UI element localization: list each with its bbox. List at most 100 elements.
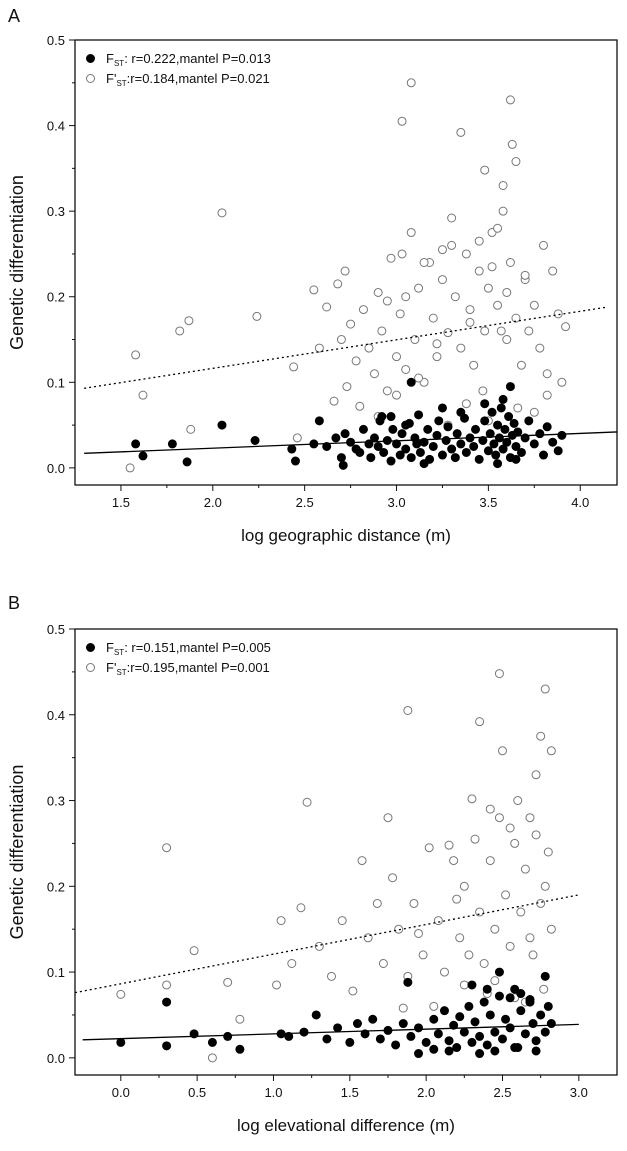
fprime-st-point: [520, 270, 530, 280]
fprime-st-point: [401, 292, 411, 302]
fprime-st-point: [513, 403, 523, 413]
fprime-st-point: [186, 424, 196, 434]
fprime-st-point: [414, 373, 424, 383]
fprime-st-point: [450, 292, 460, 302]
fst-point: [401, 444, 411, 454]
fprime-st-point: [309, 285, 319, 295]
fprime-st-point: [511, 157, 521, 167]
fprime-st-point: [406, 228, 416, 238]
fprime-st-point: [326, 971, 336, 981]
plot-frame: [74, 39, 618, 486]
fst-point: [338, 460, 348, 470]
fprime-st-point: [351, 356, 361, 366]
fst-point: [368, 1014, 378, 1024]
fprime-st-point: [467, 794, 477, 804]
fst-point: [456, 407, 466, 417]
fprime-st-point: [539, 240, 549, 250]
fst-point: [505, 382, 515, 392]
y-tick-label: 0.5: [47, 622, 65, 637]
fst-point: [479, 997, 489, 1007]
fprime-st-point: [520, 864, 530, 874]
fprime-st-point: [348, 986, 358, 996]
fprime-st-point: [184, 316, 194, 326]
fprime-st-trend-line: [84, 306, 608, 389]
fst-point: [377, 412, 387, 422]
fprime-st-point: [470, 834, 480, 844]
fst-point: [162, 1041, 172, 1051]
fst-point: [452, 429, 462, 439]
fst-point: [391, 1040, 401, 1050]
fst-point: [553, 446, 563, 456]
panel-letter-b: B: [8, 593, 21, 613]
fst-trend-line: [84, 431, 618, 454]
legend-fprime-prefix: F': [106, 71, 117, 86]
fst-point: [531, 1046, 541, 1056]
fprime-st-point: [447, 240, 457, 250]
fst-point: [456, 439, 466, 449]
fst-point: [355, 447, 365, 457]
fst-point: [412, 439, 422, 449]
fst-point: [540, 1027, 550, 1037]
fst-point: [406, 453, 416, 463]
fprime-st-point: [525, 813, 535, 823]
legend-fprime-text: :r=0.195,mantel P=0.001: [126, 660, 270, 675]
fprime-st-point: [322, 302, 332, 312]
fst-point: [461, 447, 471, 457]
fst-point: [487, 407, 497, 417]
fprime-st-point: [540, 881, 550, 891]
y-tick-label: 0.2: [47, 290, 65, 305]
fprime-st-point: [510, 838, 520, 848]
x-tick-label: 3.0: [387, 495, 405, 510]
fst-point: [494, 433, 504, 443]
fst-point: [421, 1037, 431, 1047]
fprime-st-point: [287, 959, 297, 968]
y-axis-label: Genetic differentiation: [7, 765, 27, 940]
fst-point: [501, 1014, 511, 1024]
fst-point: [345, 1037, 355, 1047]
fprime-st-point: [433, 916, 443, 926]
fprime-st-point: [437, 275, 447, 285]
fprime-st-point: [496, 326, 506, 336]
fst-point: [505, 993, 515, 1003]
fst-point: [543, 1001, 553, 1011]
fst-point: [437, 403, 447, 413]
fprime-st-point: [386, 253, 396, 263]
fprime-st-point: [378, 959, 388, 968]
fprime-st-point: [465, 317, 475, 327]
fprime-st-point: [175, 326, 185, 336]
fst-point: [470, 1017, 480, 1027]
fprime-st-point: [455, 933, 465, 943]
fst-point: [437, 450, 447, 460]
fprime-st-point: [383, 813, 393, 823]
fst-point: [428, 441, 438, 451]
fprime-st-point: [346, 319, 356, 329]
fprime-st-point: [443, 328, 453, 338]
fprime-st-point: [432, 352, 442, 362]
fst-point: [443, 422, 453, 432]
x-tick-label: 4.0: [571, 495, 589, 510]
fst-point: [375, 1034, 385, 1044]
fprime-st-point: [235, 1014, 245, 1024]
fprime-st-point: [369, 369, 379, 379]
fst-point: [535, 429, 545, 439]
fprime-st-point: [401, 364, 411, 374]
fprime-st-point: [459, 881, 469, 891]
fst-point: [548, 437, 558, 447]
fprime-st-point: [498, 180, 508, 190]
fst-point: [510, 984, 520, 994]
fprime-st-point: [418, 950, 428, 960]
fprime-st-point: [548, 266, 558, 276]
fprime-st-point: [479, 959, 489, 968]
fprime-st-point: [314, 343, 324, 353]
x-tick-label: 1.5: [341, 1085, 359, 1100]
fprime-st-point: [395, 309, 405, 319]
fst-point: [284, 1031, 294, 1041]
y-axis-label: Genetic differentiation: [7, 175, 27, 350]
fst-point: [471, 424, 481, 434]
legend-fprime-prefix: F': [106, 660, 117, 675]
fprime-st-point: [505, 823, 515, 833]
x-tick-label: 2.0: [204, 495, 222, 510]
fst-point: [485, 1010, 495, 1020]
fprime-st-point: [449, 856, 459, 866]
fprime-st-point: [494, 669, 504, 679]
